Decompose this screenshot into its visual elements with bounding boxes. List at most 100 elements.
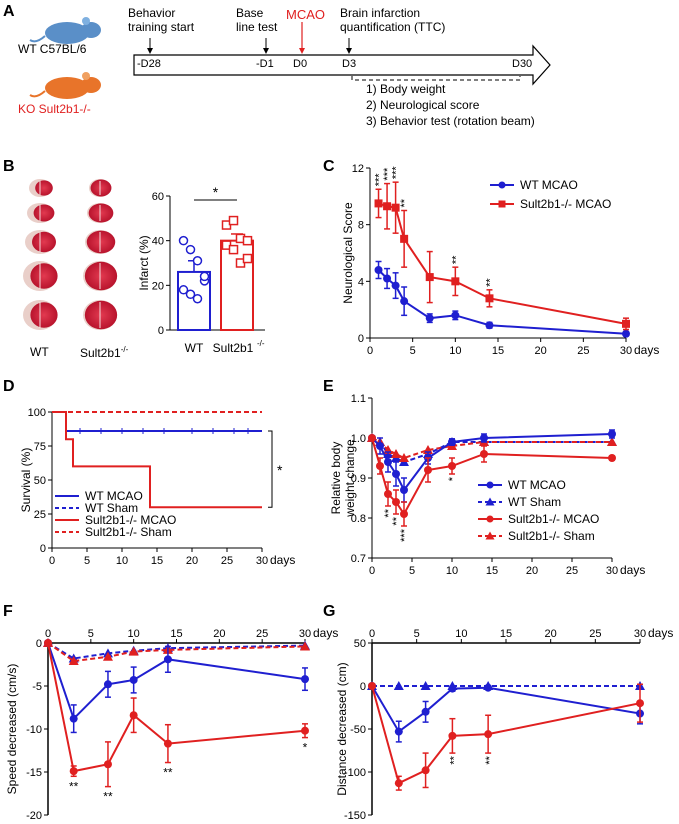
significance-label: ** xyxy=(391,516,403,525)
data-point xyxy=(383,202,392,211)
panel-label-e: E xyxy=(323,378,334,395)
y-tick-label: -150 xyxy=(344,810,366,822)
x-unit-label: days xyxy=(620,563,645,577)
y-tick-label: -20 xyxy=(26,810,42,822)
x-tick-label: 25 xyxy=(577,345,589,357)
y-axis-label: Relative body xyxy=(329,442,343,515)
timeline-tick-d3: D3 xyxy=(342,58,357,70)
data-point xyxy=(242,253,253,264)
wt-strain-label: WT C57BL/6 xyxy=(18,42,87,56)
series-line xyxy=(47,642,306,663)
x-tick-label: 5 xyxy=(84,555,90,567)
y-tick-label: 8 xyxy=(358,220,364,232)
ko-strain-label: KO Sult2b1-/- xyxy=(18,102,91,116)
data-point xyxy=(185,289,196,300)
data-point xyxy=(178,285,189,295)
data-point xyxy=(391,203,400,212)
timeline-tick-d1: -D1 xyxy=(256,58,274,70)
significance-label: ** xyxy=(450,255,462,264)
brain-infarct xyxy=(90,179,112,197)
y-tick-label: 0.9 xyxy=(351,473,366,485)
data-point xyxy=(163,655,172,664)
data-point xyxy=(192,256,203,266)
y-tick-label: 0.7 xyxy=(351,553,366,565)
panel-label-a: A xyxy=(3,3,15,20)
x-tick-label: 0 xyxy=(369,565,375,577)
x-tick-label: 20 xyxy=(535,345,547,357)
significance-label: *** xyxy=(399,528,411,542)
data-point xyxy=(394,779,403,788)
data-point xyxy=(384,458,392,466)
brain-infarct xyxy=(32,231,56,253)
panel-b-brain-images xyxy=(23,179,118,330)
data-point xyxy=(228,215,239,226)
series-line xyxy=(371,685,641,734)
x-tick-label: 10 xyxy=(455,628,467,640)
x-tick-label: 20 xyxy=(526,565,538,577)
data-point xyxy=(103,760,112,769)
data-point xyxy=(178,235,189,246)
y-tick-label: 12 xyxy=(352,163,364,175)
data-point xyxy=(485,294,494,303)
x-tick-label: 20 xyxy=(186,555,198,567)
significance-label: ** xyxy=(163,766,173,780)
data-point xyxy=(448,731,457,740)
x-tick-label: 30 xyxy=(299,628,311,640)
significance-label: ** xyxy=(484,278,496,287)
significance-label: ** xyxy=(383,508,395,517)
data-point xyxy=(480,450,488,458)
legend-label: Sult2b1-/- Sham xyxy=(85,525,172,539)
data-point xyxy=(421,707,430,716)
data-point xyxy=(374,266,383,274)
series-line xyxy=(47,642,306,721)
x-unit-label: days xyxy=(634,343,659,357)
x-tick-label: 10 xyxy=(116,555,128,567)
data-point xyxy=(368,434,376,442)
brain-infarct xyxy=(84,261,118,291)
x-tick-label: 30 xyxy=(256,555,268,567)
data-point xyxy=(421,766,430,775)
y-tick-label: 40 xyxy=(152,236,164,248)
legend-label: Sult2b1-/- MCAO xyxy=(85,513,176,527)
data-point xyxy=(102,651,113,661)
data-point xyxy=(301,726,309,735)
data-point xyxy=(448,684,457,693)
data-point xyxy=(485,531,495,540)
series-line xyxy=(52,411,262,509)
significance-label: * xyxy=(213,184,219,200)
x-unit-label: days xyxy=(313,626,338,640)
data-point xyxy=(400,510,408,518)
brain-infarct xyxy=(33,204,55,222)
data-point xyxy=(44,639,52,647)
significance-label: ** xyxy=(448,755,460,764)
event-label-mcao: MCAO xyxy=(286,7,325,22)
x-unit-label: days xyxy=(270,553,295,567)
data-point xyxy=(128,646,139,656)
legend-label: Sult2b1-/- MCAO xyxy=(520,197,611,211)
data-point xyxy=(376,462,384,470)
y-tick-label: 0 xyxy=(360,681,366,693)
legend-label: WT MCAO xyxy=(508,478,566,492)
data-point xyxy=(228,244,239,255)
timeline-arrow xyxy=(133,44,551,86)
data-point xyxy=(69,714,78,723)
y-tick-label: 1.1 xyxy=(351,393,366,405)
data-point xyxy=(622,329,630,338)
data-point xyxy=(424,466,432,474)
x-tick-label: 5 xyxy=(88,628,94,640)
significance-label: *** xyxy=(391,166,403,180)
y-tick-label: 75 xyxy=(34,441,46,453)
brain-infarct xyxy=(30,302,58,328)
data-point xyxy=(391,281,400,290)
brain-group-ko: Sult2b1-/- xyxy=(80,345,129,360)
data-point xyxy=(129,711,138,720)
significance-label: ** xyxy=(69,779,79,793)
data-point xyxy=(480,434,488,442)
assessment-3: 3) Behavior test (rotation beam) xyxy=(366,114,535,128)
data-point xyxy=(608,454,616,462)
significance-label: ** xyxy=(484,755,496,764)
data-point xyxy=(69,767,78,776)
timeline-tick-d0: D0 xyxy=(293,58,308,70)
event-label-baseline: Base line test xyxy=(236,6,278,34)
